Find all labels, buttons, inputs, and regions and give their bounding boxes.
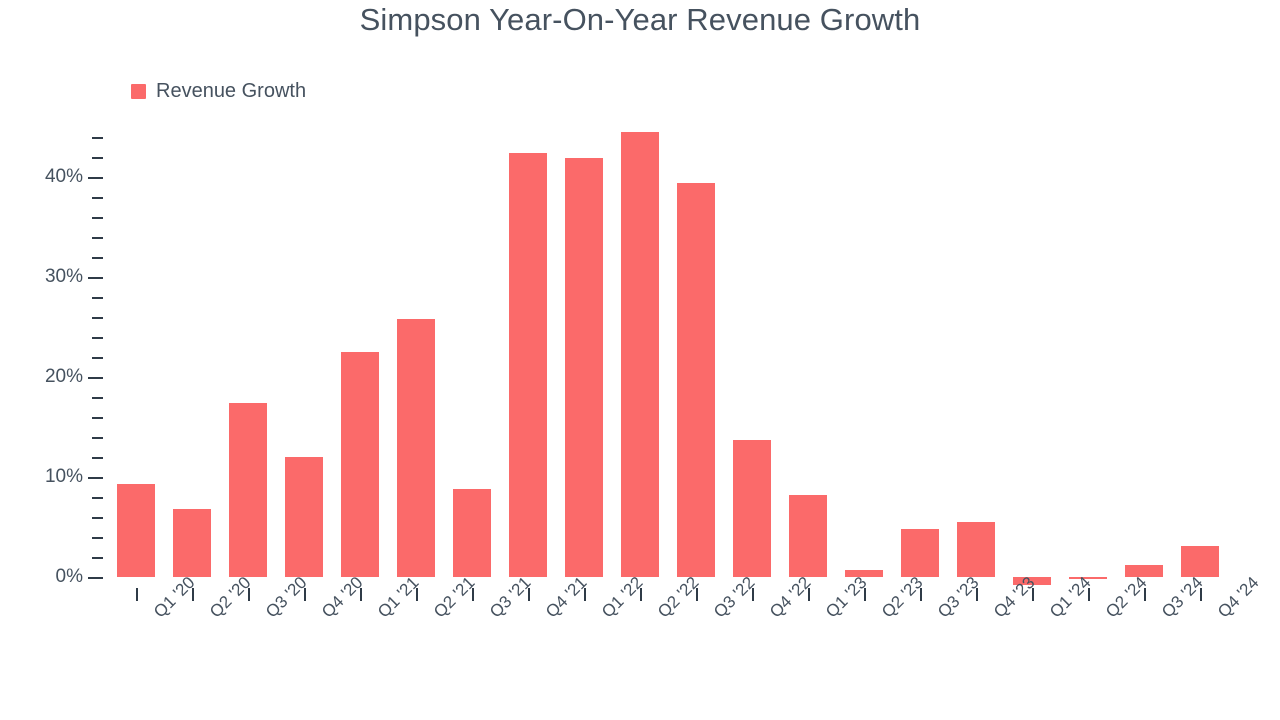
- bar: [845, 570, 883, 577]
- y-axis-minor-tick: [92, 137, 103, 139]
- x-axis-label-wrapper: Q3 '21: [486, 573, 534, 622]
- x-axis-tick: [304, 588, 306, 601]
- y-axis-major-tick: [88, 477, 103, 479]
- y-axis: 0% 10% 20% 30% 40%: [0, 0, 117, 720]
- bar: [229, 403, 267, 577]
- x-axis-label-wrapper: Q1 '22: [598, 573, 646, 622]
- bar: [733, 440, 771, 577]
- y-axis-tick-label: 40%: [44, 166, 83, 187]
- x-axis-label-wrapper: Q1 '23: [822, 573, 870, 622]
- bar: [621, 132, 659, 577]
- y-axis-major-tick: [88, 177, 103, 179]
- bar: [173, 509, 211, 577]
- y-axis-minor-tick: [92, 217, 103, 219]
- x-axis-tick: [472, 588, 474, 601]
- y-axis-minor-tick: [92, 457, 103, 459]
- bar: [957, 522, 995, 577]
- x-axis-tick: [1200, 588, 1202, 601]
- bar: [453, 489, 491, 577]
- y-axis-tick-label: 20%: [44, 366, 83, 387]
- bar: [397, 319, 435, 577]
- y-axis-minor-tick: [92, 157, 103, 159]
- x-axis-tick: [696, 588, 698, 601]
- bar: [285, 457, 323, 577]
- x-axis-label-wrapper: Q2 '22: [654, 573, 702, 622]
- y-axis-minor-tick: [92, 497, 103, 499]
- legend-swatch-revenue-growth: [131, 84, 146, 99]
- x-axis-label-wrapper: Q3 '24: [1158, 573, 1206, 622]
- x-axis-tick: [192, 588, 194, 601]
- x-axis-label-wrapper: Q2 '24: [1102, 573, 1150, 622]
- x-axis-label-wrapper: Q4 '23: [990, 573, 1038, 622]
- y-axis-minor-tick: [92, 297, 103, 299]
- x-axis-tick: [360, 588, 362, 601]
- y-axis-minor-tick: [92, 517, 103, 519]
- x-axis-label-wrapper: Q3 '20: [262, 573, 310, 622]
- x-axis-tick: [248, 588, 250, 601]
- x-axis-label-wrapper: Q3 '22: [710, 573, 758, 622]
- x-axis-label-wrapper: Q1 '24: [1046, 573, 1094, 622]
- bar: [901, 529, 939, 577]
- y-axis-minor-tick: [92, 257, 103, 259]
- legend-label-revenue-growth: Revenue Growth: [156, 80, 307, 102]
- y-axis-major-tick: [88, 277, 103, 279]
- y-axis-major-tick: [88, 577, 103, 579]
- x-axis-tick: [136, 588, 138, 601]
- bar: [1125, 565, 1163, 577]
- x-axis-tick: [920, 588, 922, 601]
- y-axis-minor-tick: [92, 317, 103, 319]
- bar: [117, 484, 155, 577]
- x-axis-tick: [1144, 588, 1146, 601]
- x-axis-label-wrapper: Q4 '21: [542, 573, 590, 622]
- y-axis-minor-tick: [92, 237, 103, 239]
- x-axis-label-wrapper: Q1 '20: [150, 573, 198, 622]
- y-axis-minor-tick: [92, 437, 103, 439]
- y-axis-minor-tick: [92, 397, 103, 399]
- y-axis-minor-tick: [92, 417, 103, 419]
- x-axis-label-wrapper: Q2 '20: [206, 573, 254, 622]
- y-axis-tick-label: 30%: [44, 266, 83, 287]
- y-axis-tick-label: 10%: [44, 466, 83, 487]
- y-axis-tick-label: 0%: [55, 566, 83, 587]
- x-axis-label-wrapper: Q2 '23: [878, 573, 926, 622]
- bar: [341, 352, 379, 577]
- x-axis-tick: [1032, 588, 1034, 601]
- x-axis-tick: [584, 588, 586, 601]
- y-axis-minor-tick: [92, 197, 103, 199]
- x-axis-label-wrapper: Q2 '21: [430, 573, 478, 622]
- bar: [677, 183, 715, 577]
- chart-title: Simpson Year-On-Year Revenue Growth: [359, 2, 921, 37]
- bar: [1181, 546, 1219, 577]
- bar: [789, 495, 827, 577]
- y-axis-minor-tick: [92, 337, 103, 339]
- y-axis-minor-tick: [92, 357, 103, 359]
- y-axis-minor-tick: [92, 537, 103, 539]
- x-axis-label-wrapper: Q4 '22: [766, 573, 814, 622]
- bar: [509, 153, 547, 577]
- y-axis-major-tick: [88, 377, 103, 379]
- x-axis-label-wrapper: Q4 '24: [1214, 573, 1262, 622]
- x-axis-tick: [864, 588, 866, 601]
- plot-area: [117, 123, 1237, 585]
- x-axis-tick: [976, 588, 978, 601]
- x-axis-tick: [752, 588, 754, 601]
- x-axis-tick: [1088, 588, 1090, 601]
- x-axis-tick: [416, 588, 418, 601]
- x-axis-label-wrapper: Q3 '23: [934, 573, 982, 622]
- chart-legend: Revenue Growth: [131, 80, 306, 103]
- y-axis-minor-tick: [92, 557, 103, 559]
- x-axis-tick-label: Q4 '24: [1214, 572, 1263, 622]
- bar: [565, 158, 603, 577]
- x-axis-label-wrapper: Q1 '21: [374, 573, 422, 622]
- x-axis-label-wrapper: Q4 '20: [318, 573, 366, 622]
- x-axis-tick: [640, 588, 642, 601]
- bar: [1013, 577, 1051, 585]
- x-axis-tick: [528, 588, 530, 601]
- bar: [1069, 577, 1107, 579]
- x-axis-tick: [808, 588, 810, 601]
